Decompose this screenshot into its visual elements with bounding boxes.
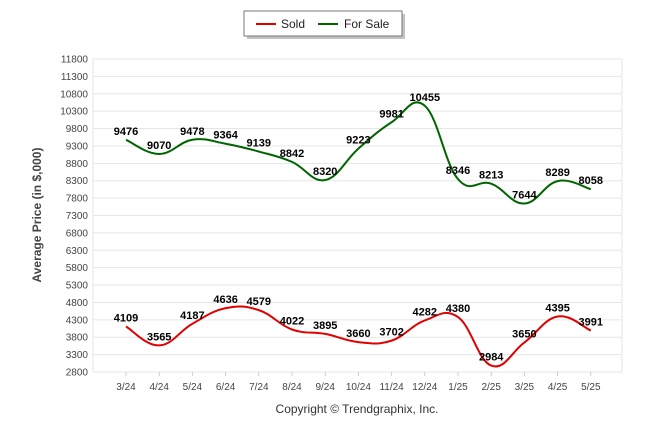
data-label-for-sale: 8842 xyxy=(280,148,304,160)
y-tick-label: 4800 xyxy=(66,298,89,309)
y-tick-label: 5300 xyxy=(66,281,89,292)
y-axis-title: Average Price (in $,000) xyxy=(30,148,44,283)
y-tick-label: 7800 xyxy=(66,194,89,205)
y-tick-label: 3800 xyxy=(66,333,89,344)
x-tick-label: 4/25 xyxy=(548,382,568,393)
data-label-for-sale: 9139 xyxy=(247,138,271,150)
y-tick-label: 5800 xyxy=(66,263,89,274)
x-tick-label: 1/25 xyxy=(448,382,468,393)
data-label-sold: 4187 xyxy=(180,310,204,322)
data-label-for-sale: 9981 xyxy=(379,108,403,120)
data-label-sold: 3895 xyxy=(313,320,337,332)
data-label-for-sale: 9364 xyxy=(213,130,238,142)
y-tick-label: 11800 xyxy=(61,55,89,66)
y-tick-label: 6800 xyxy=(66,228,89,239)
data-label-sold: 2984 xyxy=(479,352,504,364)
data-label-sold: 3660 xyxy=(346,328,370,340)
data-label-for-sale: 8213 xyxy=(479,170,503,182)
data-label-sold: 3702 xyxy=(379,327,403,339)
y-tick-label: 9300 xyxy=(66,141,89,152)
data-label-sold: 3650 xyxy=(512,328,536,340)
x-tick-label: 3/24 xyxy=(116,382,136,393)
data-label-sold: 4636 xyxy=(213,294,237,306)
data-label-sold: 4109 xyxy=(114,312,138,324)
legend-label-for-sale: For Sale xyxy=(344,17,390,31)
x-tick-label: 2/25 xyxy=(481,382,501,393)
y-tick-label: 6300 xyxy=(66,246,89,257)
x-tick-label: 4/24 xyxy=(149,382,169,393)
x-tick-label: 5/25 xyxy=(581,382,601,393)
series-line-for-sale xyxy=(125,101,592,205)
data-label-for-sale: 8320 xyxy=(313,166,337,178)
data-label-for-sale: 9223 xyxy=(346,135,370,147)
x-tick-label: 11/24 xyxy=(379,382,404,393)
x-tick-label: 9/24 xyxy=(315,382,335,393)
y-tick-label: 9800 xyxy=(66,124,89,135)
data-label-sold: 4579 xyxy=(247,296,271,308)
y-tick-label: 8800 xyxy=(66,159,89,170)
x-tick-label: 12/24 xyxy=(412,382,437,393)
data-label-sold: 4022 xyxy=(280,316,304,328)
data-label-sold: 4380 xyxy=(446,303,470,315)
y-tick-label: 8300 xyxy=(66,176,89,187)
data-label-for-sale: 10455 xyxy=(410,92,441,104)
data-label-for-sale: 9070 xyxy=(147,140,171,152)
data-label-sold: 4395 xyxy=(545,303,569,315)
data-label-for-sale: 9476 xyxy=(114,126,138,138)
y-tick-label: 2800 xyxy=(66,368,89,379)
x-tick-label: 3/25 xyxy=(515,382,535,393)
copyright-footer: Copyright © Trendgraphix, Inc. xyxy=(276,402,439,416)
legend: Sold For Sale xyxy=(243,10,405,39)
y-tick-label: 11300 xyxy=(61,72,89,83)
series-line-sold xyxy=(125,305,592,368)
data-label-sold: 3991 xyxy=(579,317,603,329)
x-axis-ticks: 3/24 4/24 5/24 6/24 7/24 8/24 9/24 10/24 11/24 12… xyxy=(116,372,601,393)
x-tick-label: 7/24 xyxy=(249,382,269,393)
y-tick-label: 4300 xyxy=(66,315,89,326)
series-layer xyxy=(125,101,592,368)
x-tick-label: 8/24 xyxy=(282,382,302,393)
data-labels: 4109 3565 4187 4636 4579 4022 3895 3660 3702 4282… xyxy=(114,92,603,364)
y-axis-ticks: 2800 3300 3800 4300 4800 5300 5800 6300 6800 7300… xyxy=(60,55,88,379)
data-label-for-sale: 9478 xyxy=(180,126,204,138)
y-tick-label: 10300 xyxy=(60,107,88,118)
data-label-sold: 4282 xyxy=(413,306,437,318)
y-tick-label: 10800 xyxy=(60,89,88,100)
data-label-for-sale: 7644 xyxy=(512,190,537,202)
x-tick-label: 10/24 xyxy=(346,382,371,393)
data-label-sold: 3565 xyxy=(147,331,171,343)
y-tick-label: 7300 xyxy=(66,211,89,222)
grid xyxy=(92,58,623,373)
data-label-for-sale: 8289 xyxy=(545,167,569,179)
x-tick-label: 5/24 xyxy=(183,382,203,393)
legend-label-sold: Sold xyxy=(281,17,305,31)
x-tick-label: 6/24 xyxy=(216,382,236,393)
data-label-for-sale: 8058 xyxy=(579,175,603,187)
data-label-for-sale: 8346 xyxy=(446,165,470,177)
y-tick-label: 3300 xyxy=(66,350,89,361)
